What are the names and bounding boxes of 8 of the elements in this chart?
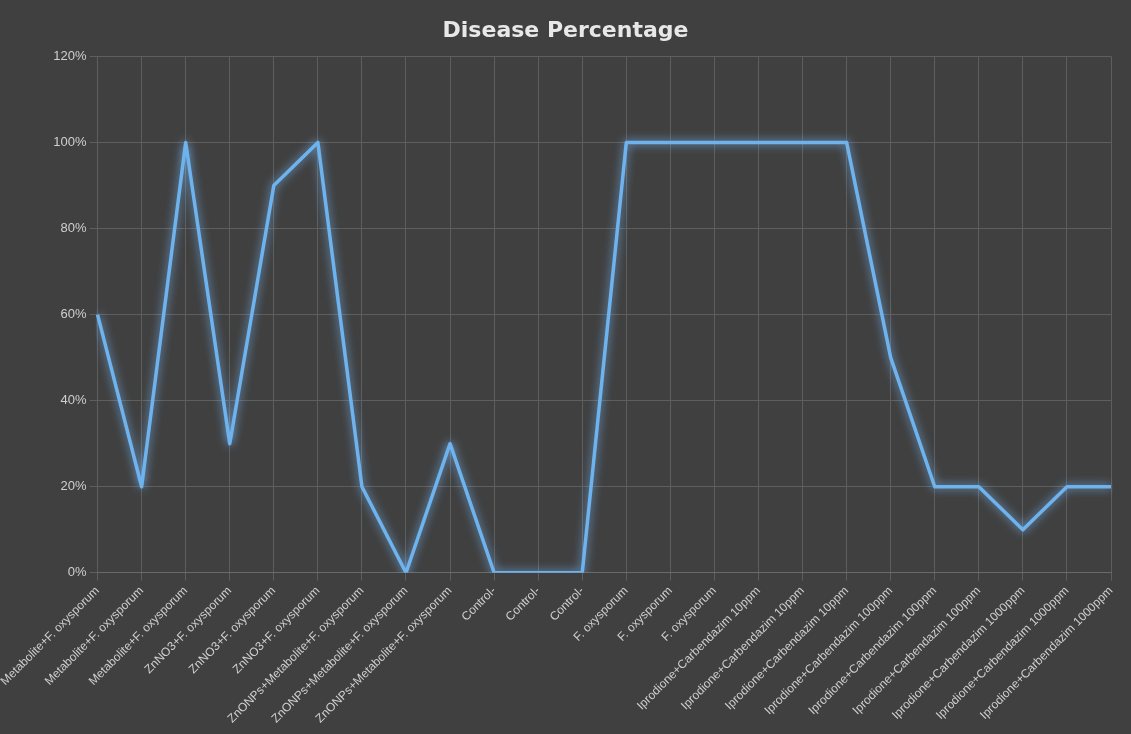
chart-title: Disease Percentage [442, 16, 689, 42]
y-tick-label: 120% [53, 47, 87, 63]
y-tick-label: 100% [53, 134, 87, 150]
y-tick-label: 60% [60, 306, 87, 322]
y-tick-label: 80% [60, 220, 87, 236]
y-tick-label: 40% [60, 392, 87, 408]
y-tick-label: 0% [67, 564, 87, 580]
y-tick-label: 20% [60, 478, 87, 494]
